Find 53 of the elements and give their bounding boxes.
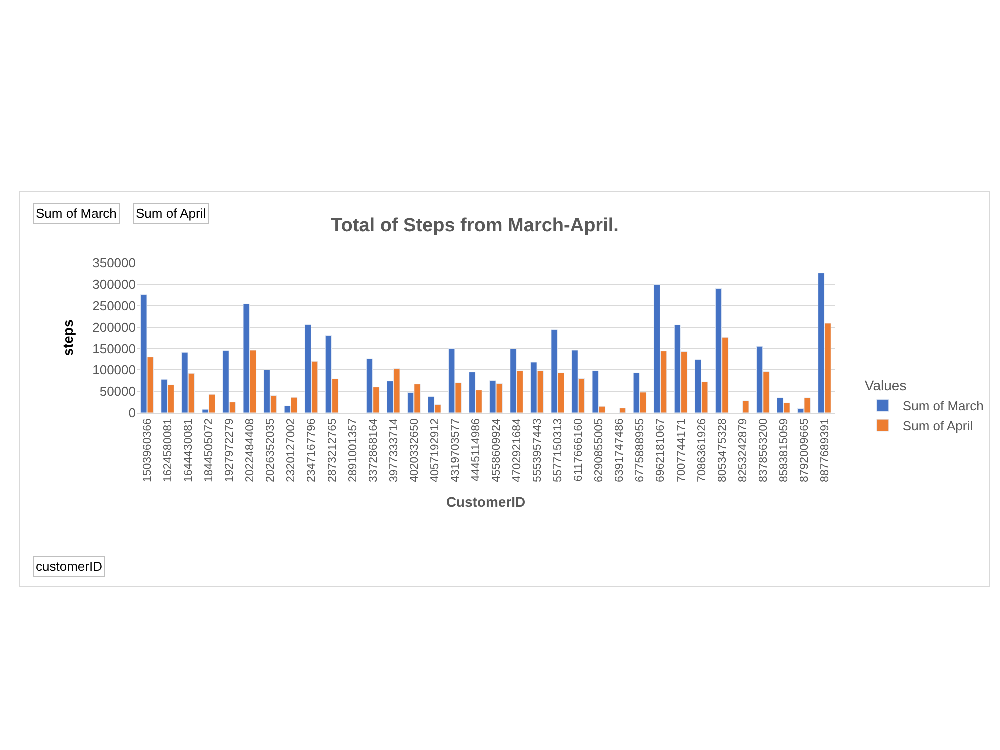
y-tick-label: 250000 bbox=[92, 298, 136, 314]
x-tick-label: 8877689391 bbox=[819, 418, 832, 483]
bar bbox=[742, 400, 750, 413]
x-tick-label: 4702921684 bbox=[512, 418, 524, 483]
x-tick-label: 4445114986 bbox=[470, 418, 482, 482]
x-tick-label: 8253242879 bbox=[737, 418, 750, 483]
x-tick-label: 8583815059 bbox=[778, 418, 790, 483]
legend-label: Sum of March bbox=[902, 398, 984, 414]
text: Sum of April bbox=[136, 206, 206, 221]
x-tick-label: 2026352035 bbox=[265, 418, 278, 483]
x-tick-label: 5553957443 bbox=[532, 418, 544, 483]
x-tick-label: 1503960366 bbox=[142, 418, 154, 483]
x-tick-label: 1927972279 bbox=[224, 418, 236, 483]
legend-label: Sum of April bbox=[902, 418, 974, 434]
x-tick-label: 2347167796 bbox=[306, 418, 318, 483]
y-tick-label: 50000 bbox=[100, 384, 136, 400]
x-tick-label: 4319703577 bbox=[450, 418, 462, 483]
y-tick-label: 200000 bbox=[92, 320, 136, 335]
x-tick-label: 7007744171 bbox=[676, 418, 688, 483]
x-tick-label: 1644430081 bbox=[183, 418, 196, 483]
y-tick-label: 0 bbox=[128, 406, 136, 421]
legend-title: Values bbox=[864, 378, 907, 394]
x-tick-label: 4020332650 bbox=[408, 418, 421, 483]
x-tick-label: 8053475328 bbox=[716, 418, 729, 483]
x-tick-label: 8378563200 bbox=[758, 418, 770, 483]
x-tick-label: 5577150313 bbox=[552, 418, 565, 483]
x-tick-label: 1624580081 bbox=[162, 418, 175, 483]
x-tick-label: 7086361926 bbox=[696, 418, 708, 483]
x-tick-label: 6391747486 bbox=[614, 418, 626, 483]
y-axis-title: steps bbox=[60, 320, 76, 356]
x-axis-title: CustomerID bbox=[446, 494, 526, 510]
x-tick-label: 1844505072 bbox=[204, 418, 216, 483]
chart-title: Total of Steps from March-April. bbox=[331, 216, 619, 237]
x-tick-label: 6775888955 bbox=[634, 418, 647, 483]
x-tick-label: 2873212765 bbox=[326, 418, 339, 483]
x-tick-label: 6290855005 bbox=[594, 418, 606, 483]
x-tick-label: 6117666160 bbox=[573, 418, 586, 482]
y-tick-label: 150000 bbox=[92, 341, 136, 356]
x-tick-label: 4057192912 bbox=[429, 418, 442, 483]
x-tick-label: 8792009665 bbox=[798, 418, 811, 483]
x-tick-label: 3977333714 bbox=[388, 418, 400, 483]
x-tick-label: 4558609924 bbox=[490, 418, 503, 483]
text: customerID bbox=[36, 559, 102, 574]
bar bbox=[619, 408, 626, 413]
x-tick-label: 6962181067 bbox=[655, 418, 668, 483]
x-tick-label: 2891001357 bbox=[347, 418, 360, 483]
y-tick-label: 300000 bbox=[92, 276, 136, 292]
y-tick-label: 100000 bbox=[92, 362, 136, 378]
y-tick-label: 350000 bbox=[92, 256, 136, 271]
x-tick-label: 2022484408 bbox=[244, 418, 257, 483]
x-tick-label: 3372868164 bbox=[368, 418, 380, 483]
text: Sum of March bbox=[36, 206, 117, 221]
x-tick-label: 2320127002 bbox=[286, 418, 298, 483]
